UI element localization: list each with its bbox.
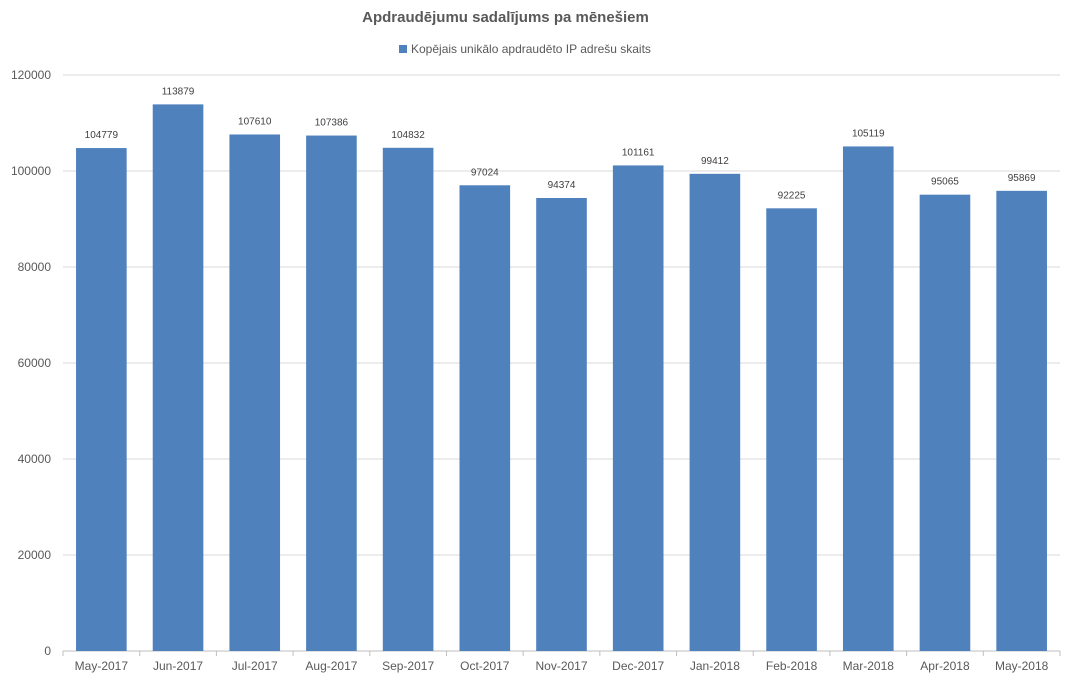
x-tick-label: Apr-2018 (920, 659, 970, 673)
y-tick-label: 0 (44, 644, 51, 658)
data-label: 113879 (162, 86, 195, 97)
bar (76, 148, 127, 652)
x-tick-label: Aug-2017 (305, 659, 357, 673)
x-tick-label: Jun-2017 (153, 659, 203, 673)
x-tick-label: May-2017 (75, 659, 129, 673)
bar (842, 146, 894, 651)
x-tick-label: Feb-2018 (766, 659, 818, 673)
data-label: 95065 (931, 177, 959, 188)
bar (152, 104, 204, 651)
y-tick-label: 100000 (11, 164, 51, 178)
y-tick-label: 20000 (18, 548, 52, 562)
bar (536, 198, 587, 651)
x-tick-label: Jul-2017 (232, 659, 278, 673)
bar (229, 134, 281, 652)
bar (612, 165, 664, 652)
data-label: 105119 (852, 128, 885, 139)
legend: Kopējais unikālo apdraudēto IP adrešu sk… (399, 42, 651, 56)
x-tick-label: Sep-2017 (382, 659, 434, 673)
x-tick-label: Mar-2018 (843, 659, 895, 673)
data-label: 107610 (238, 116, 272, 127)
bar (459, 185, 511, 652)
bar (766, 208, 817, 651)
chart-title: Apdraudējumu sadalījums pa mēnešiem (362, 9, 649, 26)
data-label: 94374 (548, 180, 576, 191)
x-tick-label: Nov-2017 (535, 659, 587, 673)
bar (382, 147, 434, 651)
y-tick-label: 120000 (11, 68, 51, 82)
y-tick-label: 60000 (18, 356, 52, 370)
data-label: 104832 (391, 130, 425, 141)
bar (306, 135, 357, 652)
legend-swatch (399, 45, 407, 53)
data-label: 99412 (701, 156, 729, 167)
bar (689, 173, 741, 652)
bar (919, 194, 971, 652)
legend-label: Kopējais unikālo apdraudēto IP adrešu sk… (411, 42, 651, 56)
data-label: 97024 (471, 167, 499, 178)
data-label: 95869 (1008, 173, 1036, 184)
data-label: 107386 (315, 118, 349, 129)
x-tick-label: May-2018 (995, 659, 1049, 673)
y-tick-label: 80000 (18, 260, 52, 274)
x-tick-label: Oct-2017 (460, 659, 510, 673)
bar (996, 190, 1047, 651)
data-label: 104779 (85, 130, 119, 141)
y-tick-label: 40000 (18, 452, 52, 466)
x-tick-label: Dec-2017 (612, 659, 664, 673)
x-tick-label: Jan-2018 (690, 659, 740, 673)
data-label: 101161 (622, 147, 655, 158)
data-label: 92225 (778, 190, 806, 201)
